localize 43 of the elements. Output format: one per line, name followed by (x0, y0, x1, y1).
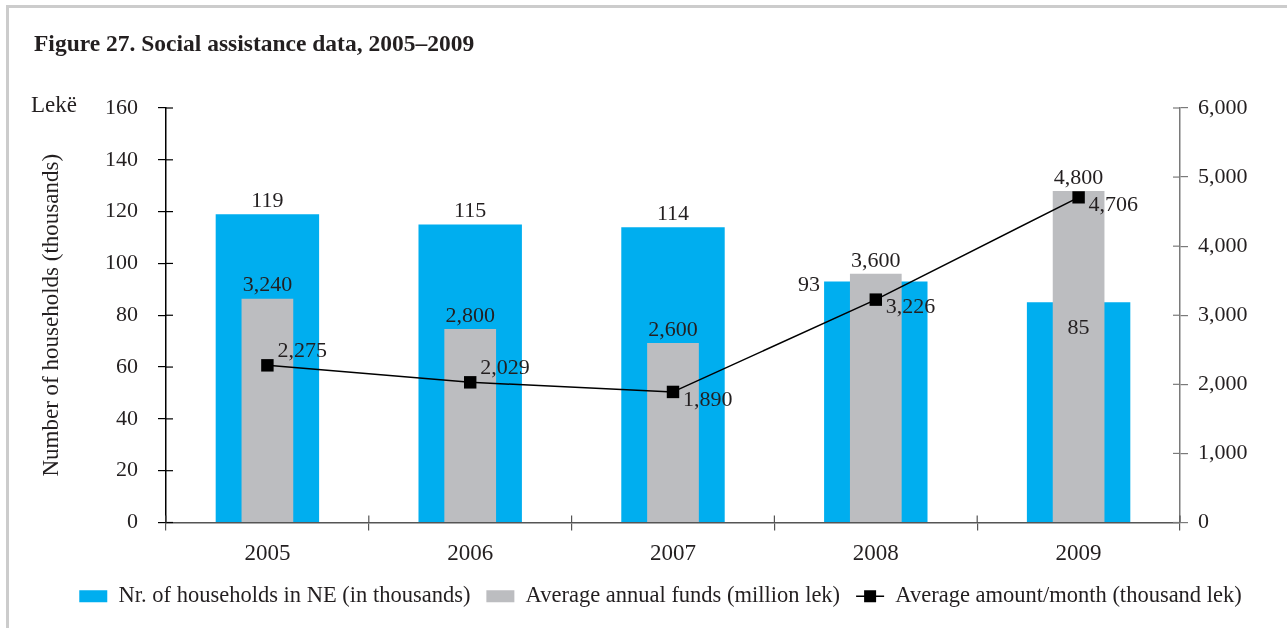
data-label: 3,600 (851, 246, 901, 272)
legend-label: Nr. of households in NE (in thousands) (118, 582, 471, 608)
legend-label: Average annual funds (million lek) (525, 582, 841, 608)
x-tick-label: 2007 (650, 540, 696, 566)
y-tick-label: 80 (116, 301, 138, 327)
x-tick-label: 2008 (852, 540, 899, 566)
y-tick-label: 60 (116, 352, 138, 378)
point (463, 376, 477, 389)
y-tick-label: 20 (116, 456, 138, 482)
data-label: 114 (656, 199, 690, 225)
data-label: 2,600 (648, 315, 698, 341)
y-tick-label: 40 (116, 404, 138, 430)
y-tick-label: 0 (127, 508, 138, 534)
point (1072, 191, 1085, 204)
y-tick-label: 160 (105, 93, 138, 119)
y2-tick-label: 2,000 (1198, 370, 1248, 396)
y2-tick-label: 1,000 (1198, 439, 1248, 465)
x-tick-label: 2006 (447, 540, 494, 566)
data-label: 4,800 (1053, 163, 1104, 189)
data-label: 93 (798, 271, 821, 297)
legend-label: Average amount/month (thousand lek) (895, 582, 1242, 608)
data-label: 115 (454, 197, 487, 223)
y2-tick-label: 0 (1198, 508, 1209, 534)
y2-tick-label: 5,000 (1198, 162, 1248, 188)
point (869, 293, 883, 306)
y2-tick-label: 4,000 (1198, 231, 1248, 257)
data-label: 85 (1067, 314, 1090, 340)
text: Lekë (31, 92, 77, 118)
data-label: 2,800 (445, 301, 495, 327)
data-label: 4,706 (1088, 191, 1139, 217)
data-label: 119 (251, 187, 284, 212)
y2-tick-label: 3,000 (1198, 301, 1248, 327)
y-tick-label: 100 (105, 249, 138, 275)
x-tick-label: 2005 (244, 540, 291, 566)
y-tick-label: 120 (105, 197, 138, 223)
chart-title: Figure 27. Social assistance data, 2005–2009 (34, 30, 475, 57)
point (261, 359, 274, 372)
data-label: 3,240 (242, 271, 293, 297)
y2-tick-label: 6,000 (1198, 93, 1248, 119)
y-tick-label: 140 (105, 145, 138, 171)
x-tick-label: 2009 (1055, 540, 1102, 566)
y-axis-title: Number of households (thousands) (37, 153, 63, 477)
point (666, 385, 680, 399)
